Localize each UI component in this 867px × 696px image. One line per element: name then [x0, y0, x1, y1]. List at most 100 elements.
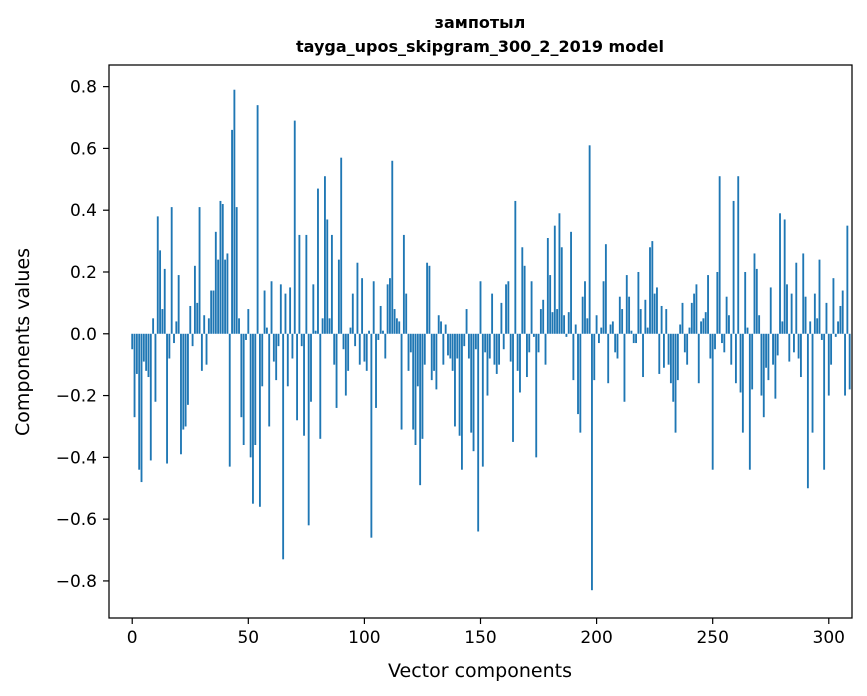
- bar-component-184: [558, 213, 561, 334]
- bar-component-70: [293, 120, 296, 334]
- y-tick-label: 0.0: [70, 325, 97, 345]
- bar-component-78: [312, 284, 315, 334]
- bar-component-298: [823, 333, 826, 470]
- bar-component-195: [584, 281, 586, 334]
- bar-component-113: [393, 309, 396, 334]
- bar-component-293: [811, 333, 814, 433]
- y-tick-label: −0.2: [56, 387, 97, 407]
- bar-component-152: [484, 333, 487, 353]
- bar-component-27: [193, 265, 196, 334]
- bar-component-218: [637, 271, 640, 334]
- bar-component-277: [774, 333, 777, 399]
- bar-component-144: [465, 309, 468, 334]
- bar-component-150: [479, 281, 482, 334]
- bar-component-140: [456, 333, 459, 359]
- bar-component-111: [389, 278, 391, 334]
- bar-component-179: [546, 238, 549, 334]
- bar-component-90: [340, 157, 343, 334]
- bar-component-93: [347, 333, 350, 371]
- bar-component-23: [184, 333, 187, 427]
- bar-component-11: [156, 216, 159, 334]
- bar-component-101: [365, 333, 368, 371]
- bar-component-59: [268, 333, 271, 427]
- bar-component-185: [560, 247, 563, 334]
- bar-component-228: [660, 305, 663, 334]
- bar-component-209: [616, 333, 619, 359]
- bar-component-245: [700, 321, 703, 334]
- bar-component-263: [741, 333, 744, 433]
- bar-component-303: [834, 333, 837, 337]
- bar-component-186: [563, 315, 566, 334]
- x-tick-label: 250: [696, 628, 728, 648]
- bar-component-21: [180, 333, 182, 455]
- bar-component-69: [291, 333, 294, 359]
- bar-component-294: [813, 293, 816, 334]
- bar-component-219: [639, 309, 642, 334]
- bar-component-55: [258, 333, 261, 507]
- bar-component-102: [368, 330, 370, 334]
- bar-component-51: [249, 333, 252, 458]
- bar-component-198: [591, 333, 593, 591]
- bars-group: [131, 89, 851, 591]
- bar-component-212: [623, 333, 626, 402]
- bar-component-255: [723, 333, 726, 353]
- x-axis-ticks: 0 50 100 150 200 250 300: [127, 618, 845, 648]
- bar-component-211: [621, 309, 624, 334]
- bar-component-92: [344, 333, 347, 396]
- bar-component-48: [242, 333, 245, 445]
- bar-component-220: [642, 333, 644, 378]
- bar-component-60: [270, 281, 273, 334]
- bar-component-213: [625, 275, 628, 334]
- bar-component-36: [214, 231, 217, 334]
- bar-component-153: [486, 333, 489, 396]
- bar-component-305: [839, 305, 842, 334]
- bar-component-221: [644, 299, 647, 334]
- bar-component-98: [358, 333, 361, 365]
- bar-component-252: [716, 271, 719, 334]
- bar-component-148: [474, 333, 477, 350]
- chart-title: зампотыл: [435, 13, 526, 32]
- bar-component-103: [370, 333, 373, 538]
- bar-component-205: [607, 333, 610, 384]
- bar-component-260: [734, 333, 737, 384]
- bar-component-284: [790, 293, 793, 334]
- bar-component-22: [182, 333, 185, 430]
- bar-component-12: [159, 250, 162, 334]
- bar-component-16: [168, 333, 171, 359]
- bar-component-241: [690, 302, 693, 334]
- bar-component-26: [191, 333, 194, 347]
- bar-component-120: [409, 333, 412, 353]
- bar-component-6: [145, 333, 148, 371]
- bar-component-238: [683, 333, 686, 353]
- bar-component-259: [732, 200, 735, 334]
- bar-component-76: [307, 333, 310, 526]
- bar-component-137: [449, 333, 452, 359]
- bar-component-39: [221, 204, 224, 334]
- bar-component-114: [395, 318, 398, 334]
- bar-component-141: [458, 333, 461, 436]
- bar-component-135: [444, 324, 447, 334]
- bar-component-175: [537, 333, 540, 353]
- bar-component-61: [272, 333, 275, 362]
- bar-component-86: [330, 234, 333, 334]
- bar-component-134: [442, 333, 445, 365]
- bar-component-174: [535, 333, 538, 458]
- bar-component-240: [688, 327, 691, 334]
- bar-component-243: [695, 284, 698, 334]
- bar-component-5: [142, 333, 145, 362]
- bar-component-156: [493, 333, 496, 365]
- bar-component-271: [760, 333, 763, 396]
- bar-component-196: [586, 318, 589, 334]
- bar-component-79: [314, 330, 317, 334]
- bar-component-10: [154, 333, 157, 402]
- bar-component-246: [702, 318, 705, 334]
- bar-component-119: [407, 333, 410, 371]
- bar-component-107: [379, 305, 382, 334]
- bar-component-225: [653, 293, 656, 334]
- bar-component-232: [669, 333, 672, 384]
- bar-component-35: [212, 290, 215, 334]
- bar-component-242: [693, 293, 696, 334]
- bar-component-233: [672, 333, 675, 402]
- bar-component-200: [595, 315, 598, 334]
